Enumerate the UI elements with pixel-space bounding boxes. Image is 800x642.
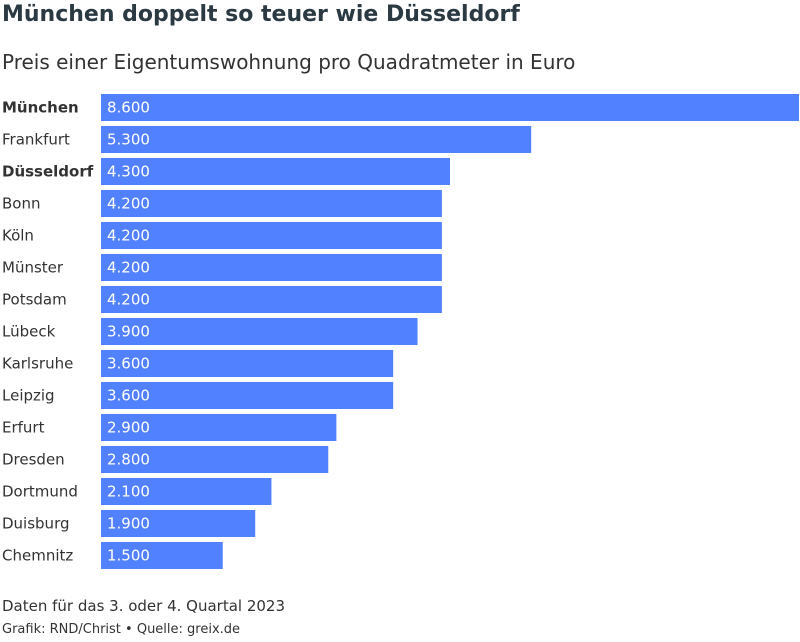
value-label: 8.600 xyxy=(107,99,150,117)
value-label: 1.900 xyxy=(107,515,150,533)
category-label: Chemnitz xyxy=(2,547,73,565)
source-credit: Grafik: RND/Christ • Quelle: greix.de xyxy=(2,622,241,637)
category-label: Münster xyxy=(2,259,64,277)
bar xyxy=(101,478,272,505)
bar-chart: München 8.600 Frankfurt 5.300 Düsseldorf 4.30… xyxy=(2,94,799,569)
data-note: Daten für das 3. oder 4. Quartal 2023 xyxy=(2,597,286,615)
value-label: 1.500 xyxy=(107,547,150,565)
bar xyxy=(101,446,329,473)
category-label: Frankfurt xyxy=(2,131,70,149)
category-label: Potsdam xyxy=(2,291,67,309)
bar xyxy=(101,254,442,281)
category-label: München xyxy=(2,99,79,117)
bar xyxy=(101,158,450,185)
value-label: 2.800 xyxy=(107,451,150,469)
value-label: 4.300 xyxy=(107,163,150,181)
category-label: Köln xyxy=(2,227,34,245)
category-label: Duisburg xyxy=(2,515,70,533)
bar xyxy=(101,94,799,121)
category-label: Düsseldorf xyxy=(2,163,94,181)
bar xyxy=(101,222,442,249)
category-label: Dortmund xyxy=(2,483,78,501)
value-label: 3.900 xyxy=(107,323,150,341)
bar xyxy=(101,286,442,313)
bar xyxy=(101,190,442,217)
bar xyxy=(101,318,418,345)
value-label: 4.200 xyxy=(107,291,150,309)
category-label: Leipzig xyxy=(2,387,55,405)
bar xyxy=(101,126,532,153)
value-label: 4.200 xyxy=(107,227,150,245)
bar xyxy=(101,382,394,409)
value-label: 5.300 xyxy=(107,131,150,149)
bar xyxy=(101,542,223,569)
chart-title: München doppelt so teuer wie Düsseldorf xyxy=(2,2,520,27)
bar xyxy=(101,350,394,377)
value-label: 3.600 xyxy=(107,355,150,373)
category-label: Dresden xyxy=(2,451,65,469)
bar xyxy=(101,414,337,441)
value-label: 3.600 xyxy=(107,387,150,405)
chart-subtitle: Preis einer Eigentumswohnung pro Quadrat… xyxy=(2,50,576,74)
value-label: 2.100 xyxy=(107,483,150,501)
value-label: 4.200 xyxy=(107,259,150,277)
bar xyxy=(101,510,256,537)
category-label: Karlsruhe xyxy=(2,355,73,373)
value-label: 4.200 xyxy=(107,195,150,213)
value-label: 2.900 xyxy=(107,419,150,437)
category-label: Erfurt xyxy=(2,419,45,437)
category-label: Lübeck xyxy=(2,323,56,341)
category-label: Bonn xyxy=(2,195,40,213)
